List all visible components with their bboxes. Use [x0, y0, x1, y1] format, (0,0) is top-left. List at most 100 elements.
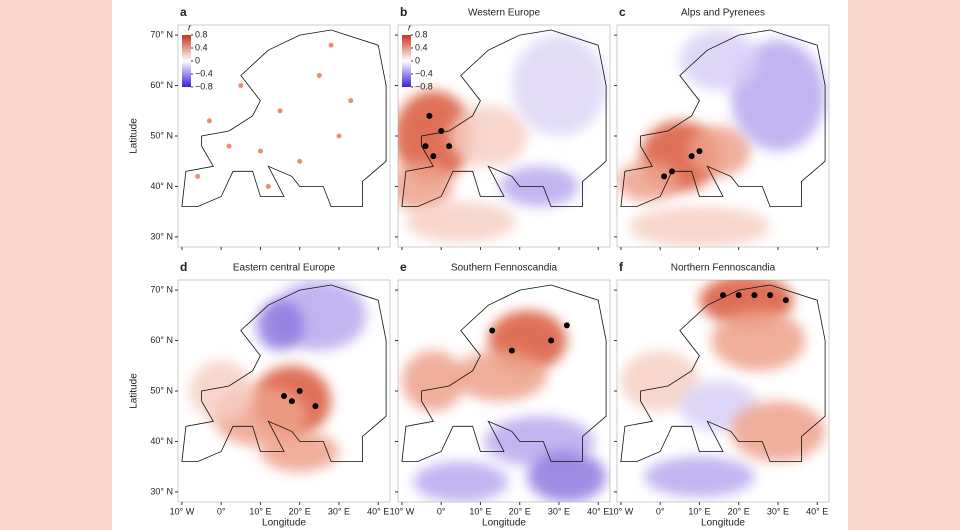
map-panel — [616, 24, 830, 248]
site-dot — [430, 153, 437, 160]
y-tick-label: 60° N — [150, 335, 173, 345]
colorbar-tick-label: 0.4 — [195, 42, 208, 52]
panel-letter: d — [180, 260, 187, 274]
x-tick-label: 20° E — [509, 506, 531, 516]
y-tick-label: 30° N — [150, 231, 173, 241]
site-dot — [668, 168, 675, 175]
map-fields — [398, 29, 607, 242]
x-axis-title: Longitude — [482, 518, 526, 529]
x-tick-label: 20° E — [289, 506, 311, 516]
panel-letter: a — [180, 5, 187, 19]
x-tick-label: 0° — [437, 506, 446, 516]
colorbar-tick-label: 0.8 — [195, 29, 208, 39]
panel-title: Northern Fennoscandia — [671, 263, 776, 274]
map-panel — [177, 279, 391, 503]
colorbar-tick-label: 0 — [195, 55, 200, 65]
color-field — [711, 310, 806, 371]
y-axis-title: Latitude — [129, 118, 140, 154]
x-tick-label: 10° W — [390, 506, 415, 516]
site-dot — [446, 143, 453, 150]
x-tick-label: 0° — [656, 506, 665, 516]
x-tick-label: 30° E — [328, 506, 350, 516]
color-field — [449, 105, 528, 167]
site-dot — [195, 173, 201, 179]
map-panel — [397, 279, 611, 503]
map-fields — [401, 284, 607, 502]
site-dot — [297, 158, 303, 164]
panel-title: Southern Fennoscandia — [451, 263, 558, 274]
site-dot — [238, 83, 244, 89]
panel-letter: c — [619, 5, 626, 19]
x-tick-label: 40° E — [367, 506, 389, 516]
color-field — [628, 206, 771, 247]
colorbar-tick-label: −0.4 — [415, 68, 433, 78]
y-tick-label: 60° N — [150, 80, 173, 90]
colorbar-tick-label: 0.4 — [415, 42, 428, 52]
site-dot — [696, 148, 703, 155]
map-fields — [181, 280, 387, 472]
site-dot — [661, 173, 668, 180]
site-dot — [348, 98, 354, 104]
panel-background — [177, 24, 391, 248]
coastline — [401, 284, 607, 462]
color-field — [189, 360, 253, 422]
coastline — [181, 29, 387, 207]
map-panel — [397, 24, 611, 248]
panel-letter: f — [619, 260, 624, 274]
site-dot — [426, 112, 433, 119]
site-dot — [782, 297, 789, 304]
site-dot — [548, 337, 555, 344]
colorbar — [402, 35, 411, 87]
colorbar-tick-label: 0.8 — [415, 29, 428, 39]
color-field — [405, 201, 516, 242]
site-dot — [257, 148, 263, 154]
x-tick-label: 10° W — [609, 506, 634, 516]
site-dot — [489, 327, 496, 334]
colorbar-tick-label: −0.8 — [195, 81, 213, 91]
site-dot — [288, 398, 295, 405]
map-panel — [177, 24, 391, 248]
y-tick-label: 50° N — [150, 130, 173, 140]
y-tick-label: 30° N — [150, 486, 173, 496]
site-dot — [226, 143, 232, 149]
y-tick-label: 50° N — [150, 385, 173, 395]
x-tick-label: 30° E — [548, 506, 570, 516]
site-dot — [328, 42, 334, 48]
color-field — [644, 456, 755, 497]
site-dot — [265, 183, 271, 189]
site-dot — [422, 143, 429, 150]
color-field — [730, 401, 826, 462]
x-axis-title: Longitude — [701, 518, 745, 529]
x-tick-label: 40° E — [587, 506, 609, 516]
color-field — [617, 161, 680, 202]
x-tick-label: 0° — [217, 506, 226, 516]
site-dot — [767, 292, 774, 299]
colorbar-tick-label: 0 — [415, 55, 420, 65]
map-fields — [617, 29, 826, 247]
site-dot — [508, 347, 515, 354]
colorbar-tick-label: −0.8 — [415, 81, 433, 91]
x-tick-label: 10° W — [170, 506, 195, 516]
coastline — [620, 29, 826, 207]
color-field — [687, 125, 751, 177]
y-tick-label: 40° N — [150, 181, 173, 191]
color-field — [679, 30, 759, 91]
x-tick-label: 10° E — [688, 506, 710, 516]
colorbar-label: r — [408, 22, 412, 32]
coastline — [181, 284, 387, 462]
y-tick-label: 70° N — [150, 284, 173, 294]
site-dot — [277, 108, 283, 114]
panel-letter: e — [400, 260, 407, 274]
y-axis-title: Latitude — [129, 373, 140, 409]
x-tick-label: 20° E — [728, 506, 750, 516]
map-fields — [181, 29, 387, 207]
site-dot — [563, 322, 570, 329]
x-tick-label: 30° E — [767, 506, 789, 516]
site-dot — [312, 403, 319, 410]
site-dot — [688, 153, 695, 160]
x-tick-label: 40° E — [806, 506, 828, 516]
color-field — [511, 35, 607, 136]
site-dot — [316, 72, 322, 78]
